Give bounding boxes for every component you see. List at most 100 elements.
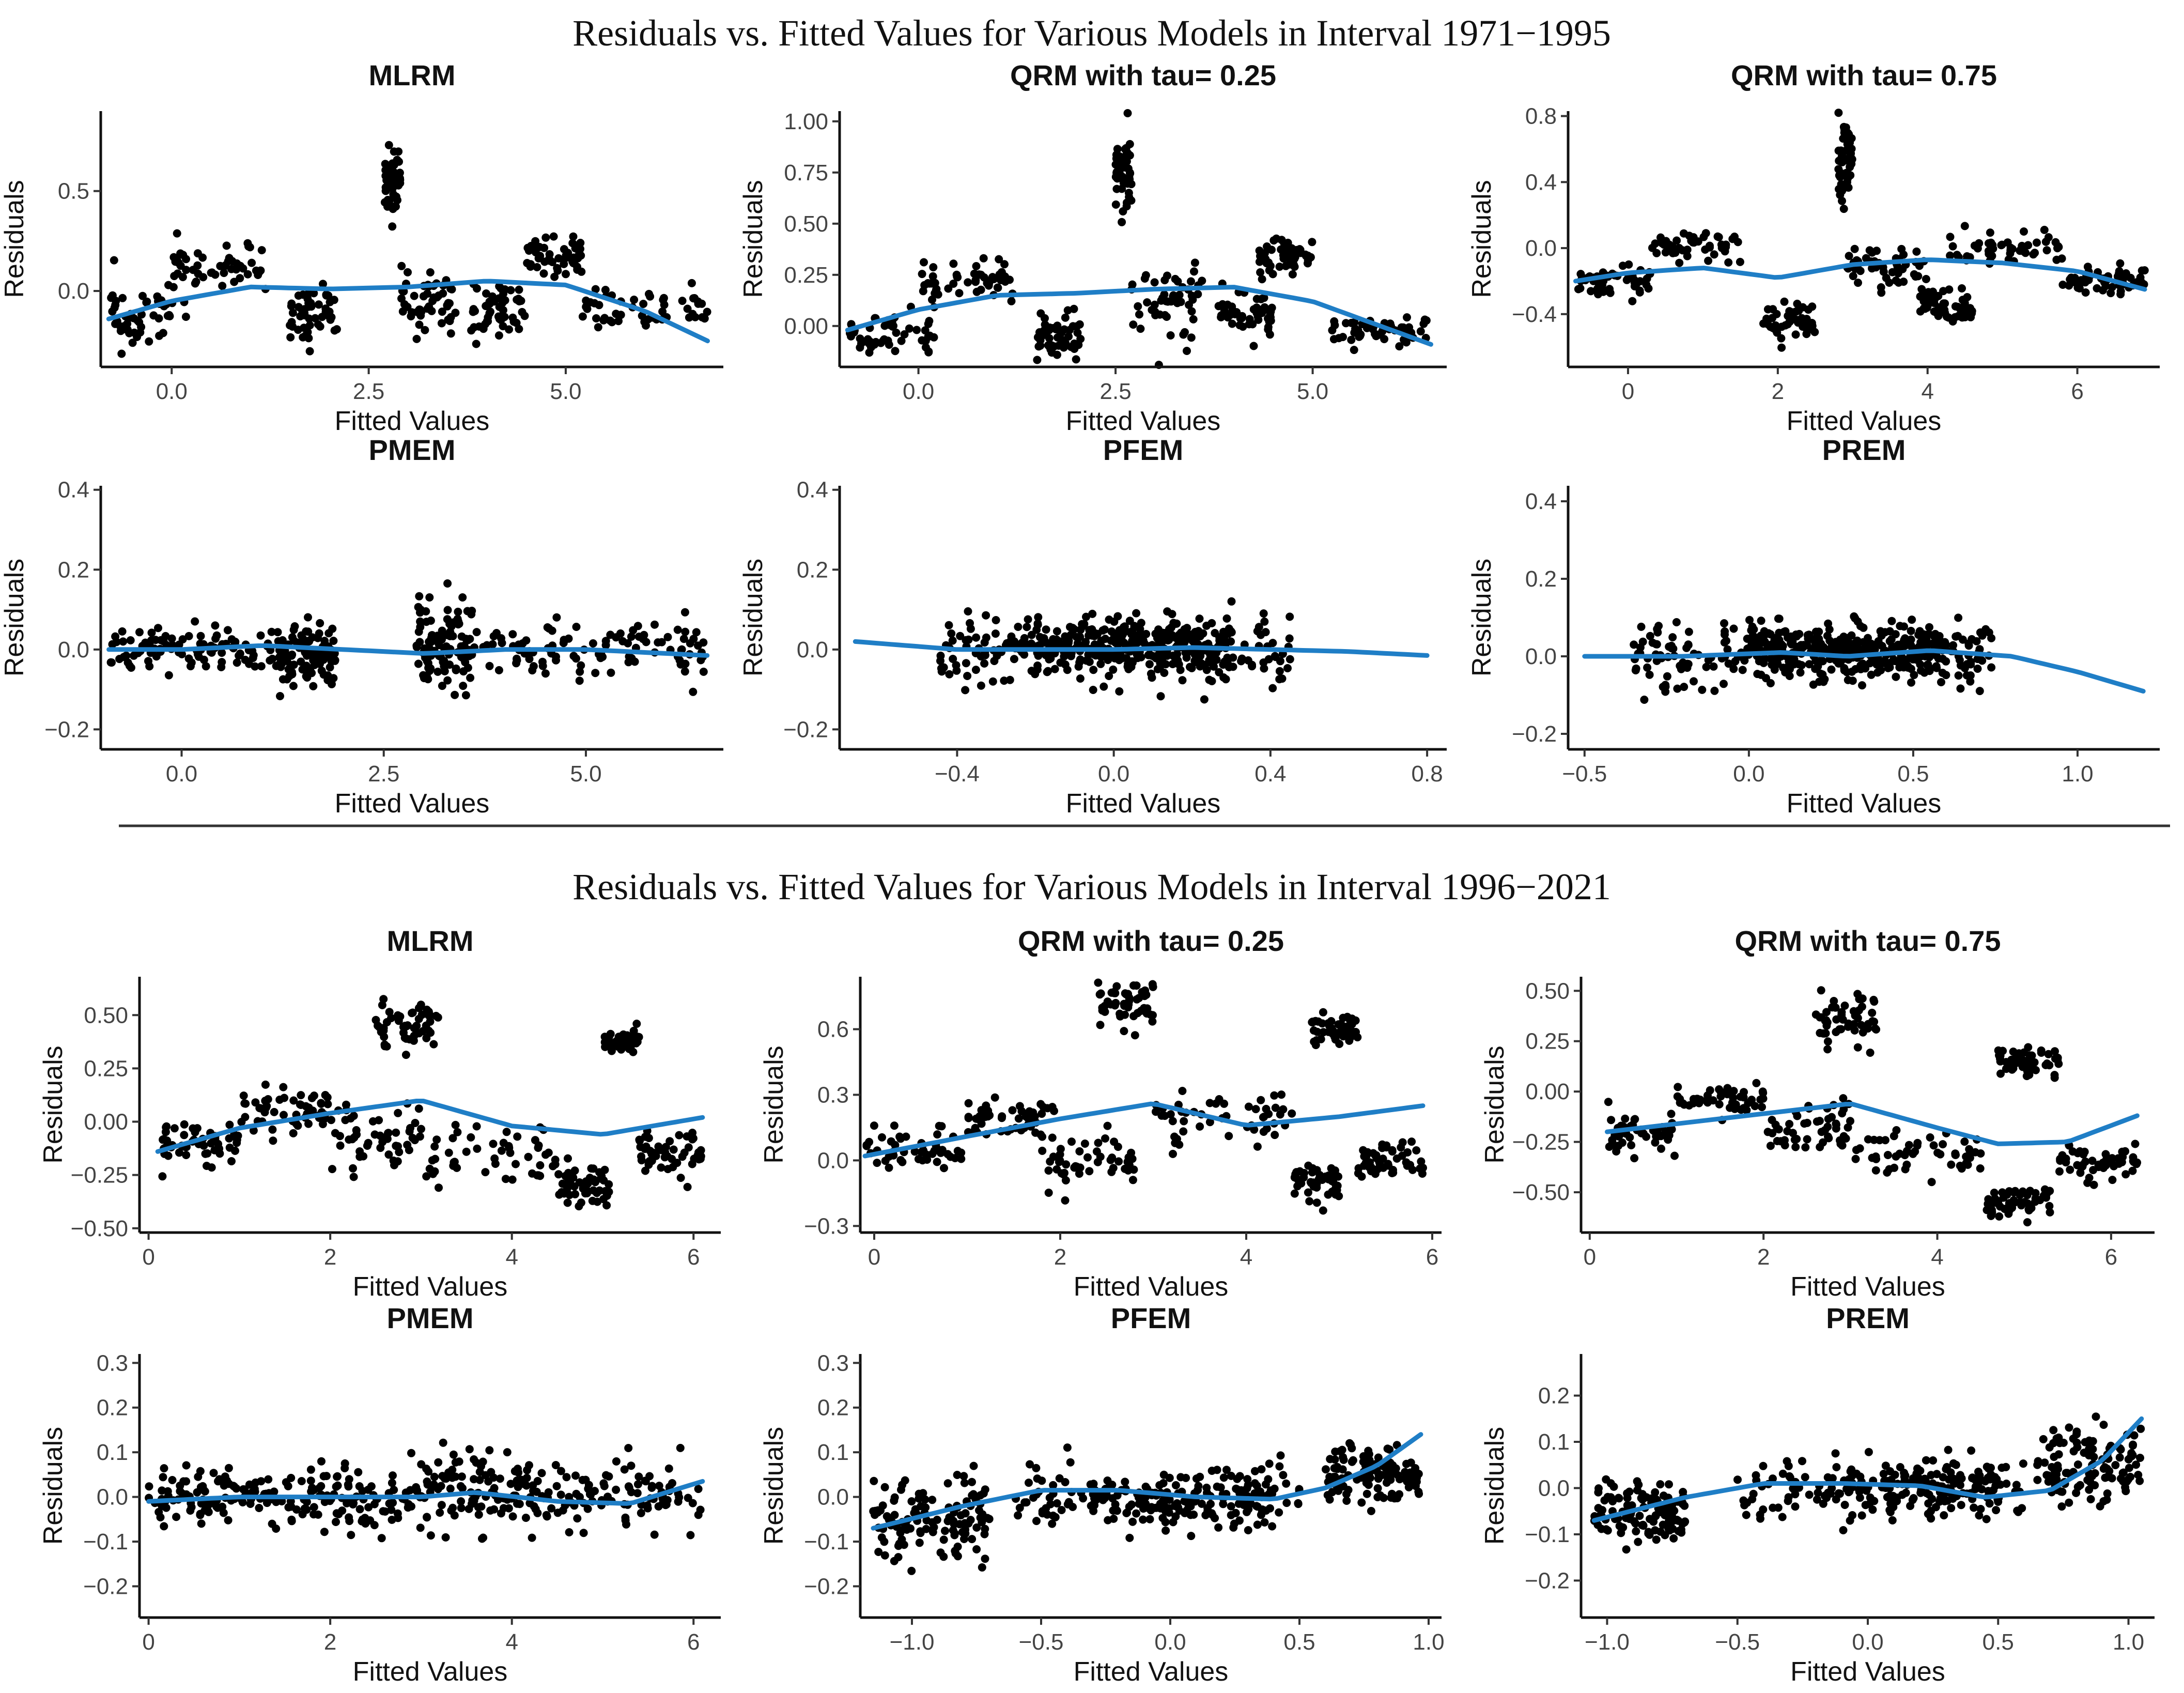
panel-title: MLRM [369,59,456,91]
point [2131,1140,2140,1148]
point [1774,614,1783,623]
point [332,1482,340,1491]
point [299,635,307,643]
point [933,1130,942,1139]
x-axis-label: Fitted Values [1787,406,1942,436]
point [1073,329,1082,337]
point [1034,651,1043,660]
point [472,1458,481,1467]
point [2066,1165,2074,1174]
point [1576,284,1585,293]
point [1766,679,1775,687]
point [1080,1140,1089,1148]
point [1898,658,1906,667]
point [1123,662,1132,671]
point [1036,341,1045,350]
point [949,655,957,663]
point [1098,1004,1107,1012]
point [2116,259,2125,268]
point [2033,238,2041,247]
point [1836,1140,1845,1148]
point [1038,1146,1047,1155]
point [541,669,550,678]
point [1187,277,1195,286]
point [1021,1112,1030,1121]
point [873,1159,881,1167]
point [663,1165,672,1174]
point [394,1011,402,1020]
point [450,1158,458,1167]
point [675,1493,684,1502]
point [1922,275,1930,283]
point [1125,993,1134,1002]
point [388,1515,396,1524]
point [1757,617,1765,625]
point [1264,1110,1273,1118]
point [1891,630,1900,639]
point [173,229,181,238]
point [485,661,494,670]
point [933,1158,941,1166]
point [648,1482,657,1490]
point [1957,1164,1966,1173]
point [1187,333,1196,342]
point [1893,262,1902,271]
point [345,1475,353,1484]
point [481,1168,490,1177]
point [1205,658,1214,667]
x-tick-label: 0 [142,1629,154,1655]
x-tick-label: 5.0 [550,379,581,404]
point [1798,314,1806,322]
point [1179,330,1188,339]
point [1954,613,1963,622]
point [472,340,481,348]
point [151,636,160,644]
point [2055,1167,2064,1176]
point [972,1545,981,1553]
point [2140,266,2149,275]
point [637,1152,645,1161]
point [571,1190,580,1198]
point [2126,273,2135,282]
point [1103,1121,1112,1130]
point [364,1485,373,1494]
point [1638,637,1647,646]
panel-title: MLRM [387,925,474,957]
point [1785,1120,1794,1128]
point [308,1484,316,1492]
point [1801,1143,1810,1152]
point [985,1515,994,1523]
point [1868,1008,1877,1017]
point [902,1132,910,1141]
point [1055,326,1063,334]
point [444,1148,453,1157]
point [564,1154,572,1163]
point [1843,140,1852,148]
point [426,1531,435,1540]
point [383,195,392,204]
point [1576,270,1585,279]
point [412,334,421,343]
point [1824,619,1833,628]
point [1290,1189,1299,1198]
point [1253,1142,1262,1151]
point [1048,1103,1057,1111]
point [1123,109,1132,117]
point [1122,163,1130,172]
point [290,622,299,630]
point [963,672,972,680]
point [1849,272,1857,281]
point [650,1530,659,1539]
point [1354,326,1362,335]
point [1276,657,1284,666]
point [2042,246,2051,255]
point [1335,334,1343,343]
point [451,1458,460,1467]
point [1132,981,1141,990]
point [651,1149,659,1158]
point [304,302,313,311]
point [1042,625,1050,634]
point [1911,1147,1919,1156]
point [1133,623,1141,631]
point [1201,1511,1210,1519]
